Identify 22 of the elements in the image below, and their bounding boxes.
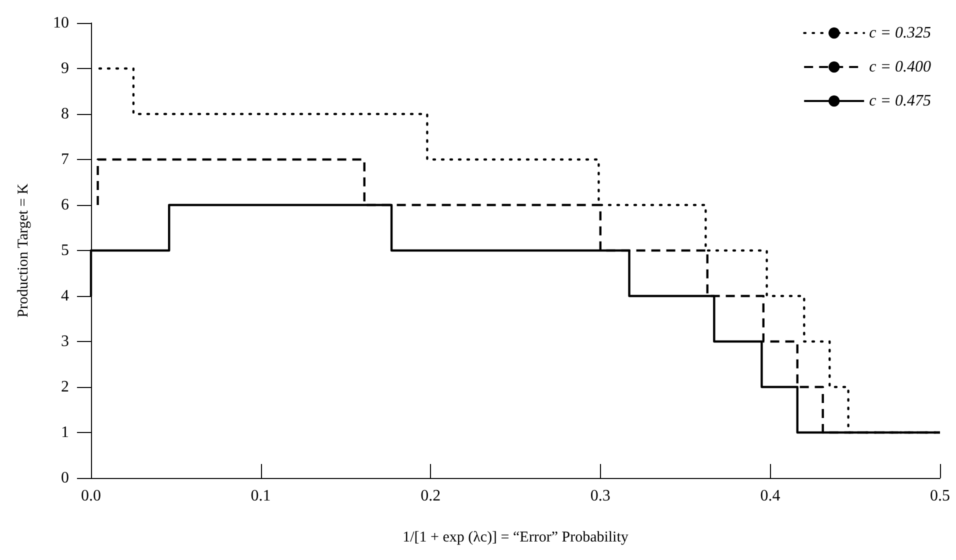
y-tick-label: 7 [61,151,69,168]
y-tick-label: 2 [61,378,69,396]
y-tick-label: 6 [61,196,69,214]
x-tick-label: 0.0 [81,488,101,504]
y-tick-label: 3 [61,333,69,350]
y-axis-title: Production Target = K [16,183,32,318]
y-tick-label: 8 [61,106,69,122]
y-tick-label: 10 [53,14,69,32]
legend-label: c = 0.325 [869,24,932,42]
x-tick-label: 0.2 [420,488,441,504]
x-tick-label: 0.1 [250,488,271,504]
x-tick-label: 0.4 [760,488,780,504]
x-axis-title: 1/[1 + exp (λc)] = “Error” Probability [402,530,629,546]
y-tick-label: 1 [61,424,69,441]
y-tick-label: 4 [61,288,69,304]
x-tick-label: 0.3 [590,488,610,504]
y-tick-label: 9 [61,60,69,77]
legend-label: c = 0.400 [869,58,932,76]
x-tick-label: 0.5 [930,488,950,504]
y-tick-label: 0 [61,470,69,486]
y-tick-label: 5 [61,242,69,259]
legend-label: c = 0.475 [869,92,932,110]
